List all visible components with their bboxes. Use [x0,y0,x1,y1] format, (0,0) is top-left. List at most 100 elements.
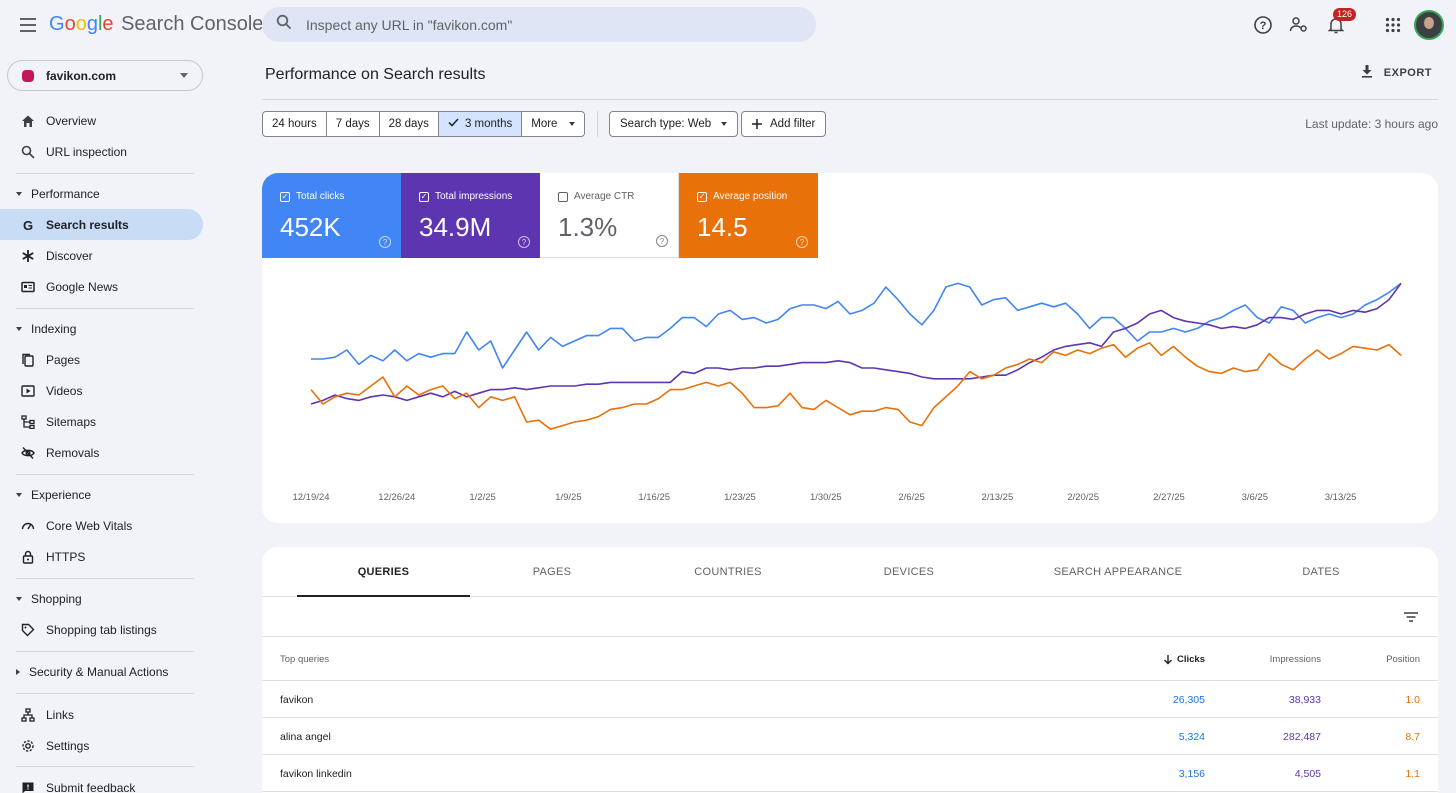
sidebar-section-security[interactable]: Security & Manual Actions [0,659,203,685]
sidebar-section-performance[interactable]: Performance [0,181,203,207]
impressions-cell: 38,933 [1288,694,1321,706]
sidebar-item-videos[interactable]: Videos [0,375,203,406]
table-header: Top queries Clicks Impressions Position [262,637,1438,681]
tab-queries[interactable]: QUERIES [297,547,470,597]
column-top-queries: Top queries [280,654,330,665]
column-impressions[interactable]: Impressions [1269,654,1321,665]
speed-gauge-icon [20,518,36,534]
collapse-arrow-icon [16,192,22,196]
collapse-arrow-icon [16,493,22,497]
sidebar-item-removals[interactable]: Removals [0,437,203,468]
search-type-dropdown[interactable]: Search type: Web [609,111,739,137]
sidebar-item-google-news[interactable]: Google News [0,271,203,302]
query-cell: alina angel [280,731,331,743]
sidebar-item-submit-feedback[interactable]: Submit feedback [0,772,203,793]
tab-pages[interactable]: PAGES [532,566,572,578]
sidebar-item-settings[interactable]: Settings [0,730,203,761]
notifications-icon[interactable]: 126 [1323,8,1357,38]
help-icon[interactable]: ? [518,236,530,248]
x-tick-label: 2/27/25 [1153,492,1185,503]
sidebar-item-sitemaps[interactable]: Sitemaps [0,406,203,437]
home-icon [20,113,36,129]
table-row[interactable]: alina angel 5,324 282,487 8.7 [262,718,1438,755]
sidebar-item-overview[interactable]: Overview [0,105,203,136]
help-icon[interactable]: ? [796,236,808,248]
range-7-days-button[interactable]: 7 days [327,112,380,136]
sidebar-section-experience[interactable]: Experience [0,482,203,508]
account-avatar[interactable] [1414,10,1444,40]
range-3-months-button[interactable]: 3 months [438,112,523,136]
sidebar-item-pages[interactable]: Pages [0,344,203,375]
search-icon [20,144,36,160]
sidebar-section-indexing[interactable]: Indexing [0,316,203,342]
metric-value: 1.3% [558,212,618,242]
tab-dates[interactable]: DATES [1302,566,1340,578]
table-row[interactable]: favikon linkedin 3,156 4,505 1.1 [262,755,1438,792]
query-cell: favikon [280,694,314,706]
lock-icon [20,549,36,565]
add-filter-button[interactable]: Add filter [741,111,827,137]
google-search-console-logo[interactable]: Google Search Console [49,13,264,35]
apps-grid-icon[interactable] [1380,12,1406,38]
queries-table-card: QUERIES PAGES COUNTRIES DEVICES SEARCH A… [262,547,1438,793]
x-tick-label: 3/6/25 [1242,492,1268,503]
sidebar-item-https[interactable]: HTTPS [0,541,203,572]
expand-arrow-icon [16,669,20,675]
checkbox-checked-icon[interactable]: ✓ [280,191,290,202]
svg-text:?: ? [1260,20,1267,32]
tab-search-appearance[interactable]: SEARCH APPEARANCE [1053,566,1183,578]
sidebar-item-core-web-vitals[interactable]: Core Web Vitals [0,510,203,541]
column-clicks[interactable]: Clicks [1163,654,1205,665]
url-inspection-search[interactable] [262,7,816,42]
last-update-text: Last update: 3 hours ago [1305,117,1438,131]
notifications-badge: 126 [1333,8,1357,21]
metric-total-impressions[interactable]: ✓ Total impressions 34.9M ? [401,173,540,258]
metric-total-clicks[interactable]: ✓ Total clicks 452K ? [262,173,401,258]
collapse-arrow-icon [16,597,22,601]
sidebar-item-shopping-tab-listings[interactable]: Shopping tab listings [0,614,203,645]
metric-average-position[interactable]: ✓ Average position 14.5 ? [679,173,818,258]
checkbox-unchecked-icon[interactable] [558,191,568,202]
range-more-dropdown[interactable]: More [522,112,584,136]
performance-line-chart: 12/19/24 12/26/24 1/2/25 1/9/25 1/16/25 1/23/… [293,282,1402,503]
export-button[interactable]: EXPORT [1360,64,1432,81]
manage-users-icon[interactable] [1286,12,1312,38]
checkbox-checked-icon[interactable]: ✓ [419,191,429,202]
pages-icon [20,352,36,368]
chevron-down-icon [569,122,576,126]
help-icon[interactable]: ? [379,236,391,248]
range-28-days-button[interactable]: 28 days [380,112,439,136]
search-input[interactable] [306,16,786,33]
sidebar-item-discover[interactable]: Discover [0,240,203,271]
table-row[interactable]: favikon 26,305 38,933 1.0 [262,681,1438,718]
date-range-selector: 24 hours 7 days 28 days 3 months More [262,111,586,137]
filter-rows-icon[interactable] [1402,608,1420,626]
help-icon[interactable]: ? [656,235,668,247]
sidebar-item-search-results[interactable]: G Search results [0,209,203,240]
range-24-hours-button[interactable]: 24 hours [263,112,327,136]
x-tick-label: 2/13/25 [982,492,1014,503]
video-icon [20,383,36,399]
sidebar-item-url-inspection[interactable]: URL inspection [0,136,203,167]
collapse-arrow-icon [16,327,22,331]
asterisk-icon [20,248,36,264]
page-title: Performance on Search results [265,66,486,83]
metric-value: 34.9M [419,212,492,242]
main-menu-icon[interactable] [16,13,40,37]
x-tick-label: 3/13/25 [1325,492,1357,503]
sidebar-item-links[interactable]: Links [0,699,203,730]
checkbox-checked-icon[interactable]: ✓ [697,191,707,202]
impressions-cell: 282,487 [1283,731,1321,743]
gear-icon [20,738,36,754]
x-tick-label: 2/6/25 [898,492,924,503]
sidebar-section-shopping[interactable]: Shopping [0,586,203,612]
column-position[interactable]: Position [1386,654,1420,665]
dimension-tabs: QUERIES PAGES COUNTRIES DEVICES SEARCH A… [262,547,1438,597]
x-tick-label: 1/9/25 [555,492,581,503]
help-icon[interactable]: ? [1250,12,1276,38]
tab-devices[interactable]: DEVICES [883,566,935,578]
metric-average-ctr[interactable]: Average CTR 1.3% ? [540,173,679,258]
property-selector[interactable]: favikon.com [7,60,203,91]
tab-countries[interactable]: COUNTRIES [694,566,762,578]
x-tick-label: 2/20/25 [1067,492,1099,503]
